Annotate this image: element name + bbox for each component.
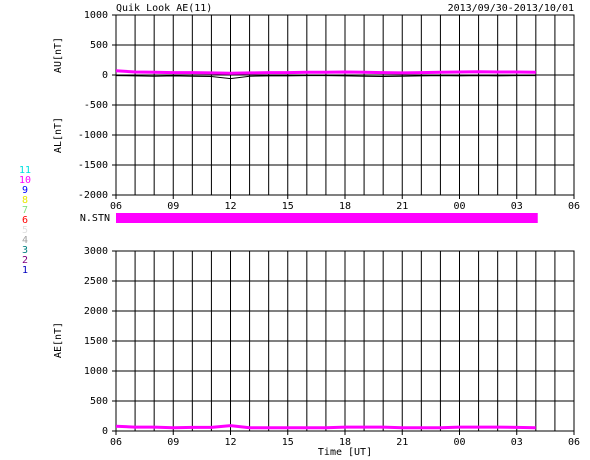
x-tick-label: 06 (110, 437, 122, 448)
x-tick-label: 06 (110, 201, 122, 212)
station-legend-label: 6 (22, 215, 28, 226)
x-tick-label: 06 (568, 201, 580, 212)
station-legend-label: 5 (22, 225, 28, 236)
y-tick-label: 0 (102, 70, 108, 81)
date-range: 2013/09/30-2013/10/01 (448, 3, 574, 14)
x-tick-label: 03 (511, 201, 523, 212)
station-legend-label: 3 (22, 245, 28, 256)
station-legend-label: 9 (22, 185, 28, 196)
y-tick-label: 1000 (84, 10, 108, 21)
y-tick-label: -2000 (78, 190, 108, 201)
station-legend-label: 4 (22, 235, 28, 246)
y-axis-label: AL[nT] (53, 117, 64, 153)
data-line (115, 424, 536, 430)
x-tick-label: 09 (167, 437, 179, 448)
y-tick-label: 0 (102, 426, 108, 437)
data-line (115, 75, 536, 80)
y-axis-label: AE[nT] (53, 322, 64, 358)
x-tick-label: 21 (396, 201, 408, 212)
x-tick-label: 12 (224, 437, 236, 448)
station-legend-label: 2 (22, 255, 28, 266)
x-tick-label: 18 (339, 437, 351, 448)
y-tick-label: 1500 (84, 336, 108, 347)
station-legend-label: 7 (22, 205, 28, 216)
chart-title: Quik Look AE(11) (116, 3, 212, 14)
y-tick-label: 2500 (84, 276, 108, 287)
station-legend-label: 11 (19, 165, 31, 176)
x-tick-label: 03 (511, 437, 523, 448)
x-tick-label: 00 (453, 437, 465, 448)
x-tick-label: 00 (453, 201, 465, 212)
y-tick-label: -500 (84, 100, 108, 111)
y-tick-label: -1500 (78, 160, 108, 171)
station-legend-label: 10 (19, 175, 31, 186)
y-tick-label: 500 (90, 40, 108, 51)
plot-frame (115, 14, 575, 196)
y-tick-label: -1000 (78, 130, 108, 141)
x-tick-label: 15 (282, 201, 294, 212)
y-tick-label: 500 (90, 396, 108, 407)
station-legend-label: 1 (22, 265, 28, 276)
x-axis-label: Time [UT] (318, 447, 372, 458)
x-tick-label: 21 (396, 437, 408, 448)
y-tick-label: 3000 (84, 246, 108, 257)
x-tick-label: 15 (282, 437, 294, 448)
data-line (115, 69, 536, 75)
x-tick-label: 12 (224, 201, 236, 212)
nstn-label: N.STN (80, 213, 110, 224)
x-tick-label: 09 (167, 201, 179, 212)
station-legend-label: 8 (22, 195, 28, 206)
plot-frame (115, 250, 575, 432)
y-axis-label: AU[nT] (53, 37, 64, 73)
y-tick-label: 2000 (84, 306, 108, 317)
x-tick-label: 18 (339, 201, 351, 212)
nstn-bar (116, 213, 538, 223)
x-tick-label: 06 (568, 437, 580, 448)
y-tick-label: 1000 (84, 366, 108, 377)
